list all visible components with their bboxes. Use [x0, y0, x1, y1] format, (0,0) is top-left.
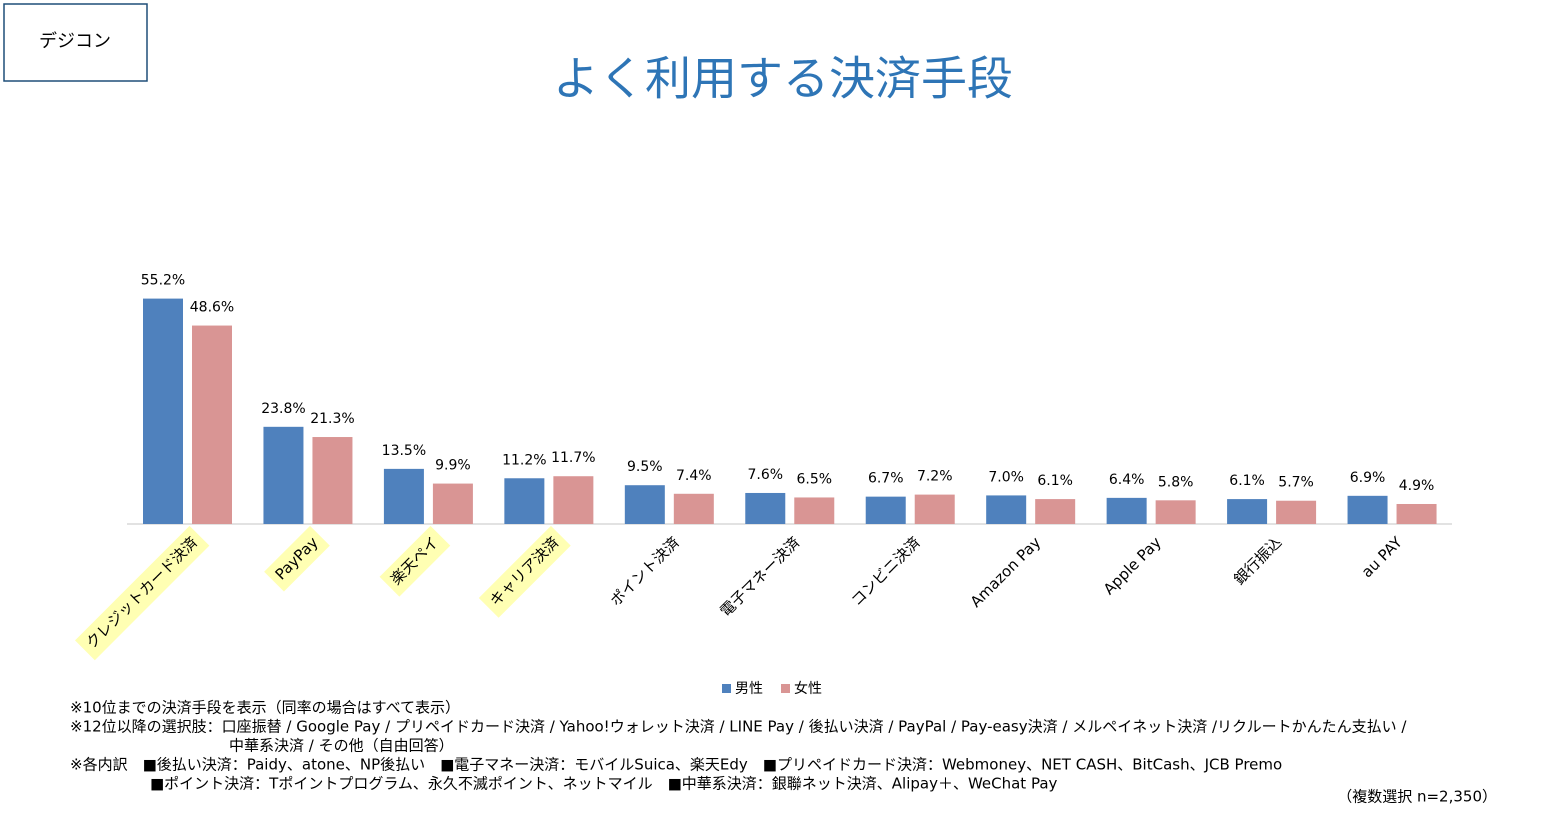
value-label: 6.5% — [796, 471, 832, 487]
bar — [312, 437, 353, 524]
value-label: 7.2% — [917, 469, 953, 485]
value-label: 9.5% — [627, 459, 663, 475]
sample-note: （複数選択 n=2,350） — [1337, 788, 1497, 806]
highlight — [379, 525, 451, 597]
bar — [1276, 500, 1317, 524]
highlight — [478, 525, 571, 618]
bar — [143, 298, 183, 524]
bar — [383, 468, 424, 524]
value-label: 11.7% — [551, 450, 595, 466]
legend-label: 男性 — [735, 681, 763, 697]
bar — [1106, 497, 1147, 524]
note: ■ポイント決済：Tポイントプログラム、永久不滅ポイント、ネットマイル ■中華系決… — [150, 775, 1058, 793]
legend-swatch — [722, 684, 731, 693]
note: ※10位までの決済手段を表示（同率の場合はすべて表示） — [70, 699, 460, 717]
badge: デジコン — [39, 31, 111, 52]
bar — [263, 426, 304, 524]
value-label: 6.7% — [868, 471, 904, 487]
value-label: 21.3% — [310, 411, 354, 427]
bar — [504, 478, 545, 524]
legend-label: 女性 — [794, 680, 822, 697]
badge-box — [3, 3, 148, 82]
value-label: 6.4% — [1109, 472, 1145, 488]
highlight — [75, 525, 210, 661]
value-label: 7.0% — [988, 469, 1024, 485]
bar — [1155, 500, 1196, 524]
chart-title: よく利用する決済手段 — [553, 52, 1013, 106]
bar — [192, 325, 232, 524]
bar — [794, 497, 835, 524]
note: ※各内訳 ■後払い決済：Paidy、atone、NP後払い ■電子マネー決済：モ… — [70, 756, 1282, 774]
bar — [986, 495, 1027, 524]
bar — [1396, 503, 1437, 524]
value-label: 6.1% — [1037, 473, 1073, 489]
bar — [432, 483, 473, 524]
bar — [624, 485, 665, 524]
value-label: 13.5% — [382, 443, 426, 459]
bar — [1035, 499, 1076, 524]
bar — [1347, 495, 1388, 524]
value-label: 7.6% — [747, 467, 783, 483]
value-label: 6.9% — [1350, 470, 1386, 486]
value-label: 9.9% — [435, 458, 471, 474]
value-label: 5.7% — [1278, 475, 1314, 491]
bar — [865, 496, 906, 524]
bar — [914, 494, 955, 524]
bar — [1227, 499, 1268, 524]
value-label: 7.4% — [676, 468, 712, 484]
value-label: 4.9% — [1399, 478, 1435, 494]
value-label: 5.8% — [1158, 474, 1194, 490]
value-label: 48.6% — [190, 300, 234, 316]
value-label: 11.2% — [502, 452, 546, 468]
bar — [745, 492, 786, 524]
bar — [553, 476, 594, 524]
note: ※12位以降の選択肢：口座振替 / Google Pay / プリペイドカード決… — [70, 718, 1407, 736]
note: 中華系決済 / その他（自由回答） — [229, 737, 454, 755]
legend-swatch — [781, 684, 790, 693]
value-label: 55.2% — [141, 273, 185, 289]
value-label: 6.1% — [1229, 473, 1265, 489]
value-label: 23.8% — [261, 401, 305, 417]
bar — [673, 493, 714, 524]
highlight — [264, 525, 330, 592]
